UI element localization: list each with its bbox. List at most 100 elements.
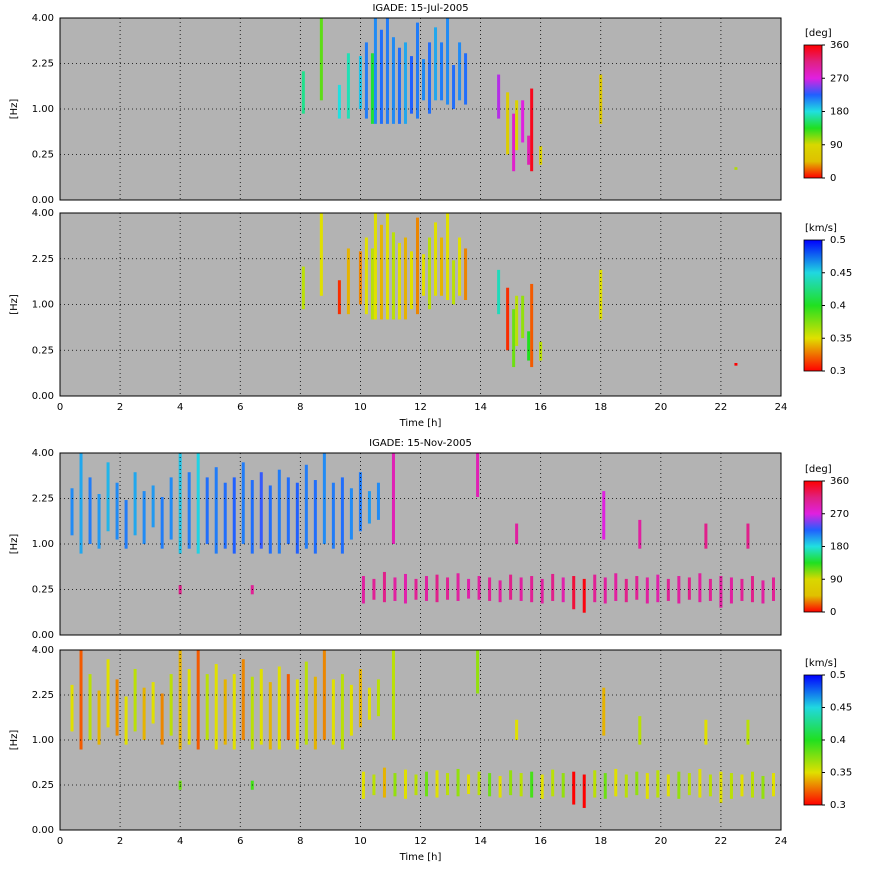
data-segment <box>624 578 628 603</box>
y-tick-label: 0.25 <box>32 345 54 356</box>
data-segment <box>476 453 480 497</box>
colorbar <box>803 239 823 372</box>
data-segment <box>196 453 200 554</box>
x-tick-label: 16 <box>534 402 547 413</box>
colorbar <box>803 480 823 613</box>
data-segment <box>464 248 468 301</box>
data-segment <box>521 100 525 143</box>
x-tick-label: 4 <box>177 836 183 847</box>
data-segment <box>391 453 395 544</box>
colorbar-tick-label: 0.4 <box>830 301 846 312</box>
data-segment <box>178 453 182 554</box>
data-segment <box>698 768 702 798</box>
x-tick-label: 24 <box>775 836 788 847</box>
data-segment <box>313 480 317 554</box>
colorbar-tick-label: 0.35 <box>830 333 852 344</box>
data-segment <box>452 260 456 305</box>
data-segment <box>638 716 642 745</box>
data-segment <box>286 477 290 544</box>
data-segment <box>70 488 74 536</box>
data-segment <box>346 53 350 119</box>
data-segment <box>364 42 368 119</box>
data-segment <box>498 580 502 603</box>
x-axis-label: Time [h] <box>399 418 442 429</box>
y-axis-label: [Hz] <box>9 730 20 751</box>
colorbar-label: [km/s] <box>805 223 837 234</box>
data-segment <box>88 477 92 544</box>
y-tick-label: 4.00 <box>32 448 54 459</box>
data-segment <box>142 687 146 740</box>
x-tick-label: 18 <box>594 402 607 413</box>
data-segment <box>393 577 397 601</box>
data-segment <box>614 573 618 601</box>
data-segment <box>232 674 236 750</box>
data-segment <box>178 650 182 750</box>
data-segment <box>79 453 83 554</box>
data-segment <box>214 467 218 554</box>
data-segment <box>151 485 155 528</box>
x-tick-label: 24 <box>775 402 788 413</box>
data-segment <box>498 776 502 798</box>
data-segment <box>409 56 413 114</box>
data-segment <box>593 770 597 798</box>
data-segment <box>259 472 263 549</box>
x-axis-label: Time [h] <box>399 852 442 863</box>
data-segment <box>515 523 519 544</box>
x-tick-label: 2 <box>117 836 123 847</box>
data-segment <box>603 773 607 799</box>
data-segment <box>301 266 305 310</box>
data-segment <box>446 18 450 105</box>
data-segment <box>425 576 429 601</box>
data-segment <box>376 482 380 520</box>
data-segment <box>512 309 516 368</box>
data-segment <box>319 18 323 101</box>
data-segment <box>79 650 83 750</box>
colorbar-tick-label: 360 <box>830 476 849 487</box>
data-segment <box>497 269 501 315</box>
data-segment <box>241 659 245 740</box>
data-segment <box>319 213 323 296</box>
y-tick-label: 1.00 <box>32 104 54 115</box>
data-segment <box>340 477 344 554</box>
data-segment <box>593 574 597 603</box>
data-segment <box>477 771 481 796</box>
data-segment <box>456 768 460 797</box>
data-segment <box>761 776 765 799</box>
y-tick-label: 2.25 <box>32 59 54 70</box>
colorbar-tick-label: 0.35 <box>830 768 852 779</box>
data-segment <box>446 773 450 796</box>
data-segment <box>734 167 738 170</box>
data-segment <box>187 472 191 549</box>
data-segment <box>519 773 523 797</box>
data-segment <box>645 577 649 604</box>
data-segment <box>530 283 534 368</box>
x-tick-label: 22 <box>715 402 728 413</box>
data-segment <box>677 771 681 799</box>
x-tick-label: 14 <box>474 402 487 413</box>
x-tick-label: 0 <box>57 402 63 413</box>
x-tick-label: 14 <box>474 836 487 847</box>
colorbar-tick-label: 0.45 <box>830 703 852 714</box>
y-tick-label: 0.25 <box>32 780 54 791</box>
data-segment <box>515 719 519 740</box>
data-segment <box>635 771 639 796</box>
y-tick-label: 4.00 <box>32 208 54 219</box>
data-segment <box>708 578 712 601</box>
data-segment <box>422 254 426 296</box>
data-segment <box>115 482 119 540</box>
data-segment <box>304 464 308 549</box>
data-segment <box>370 248 374 320</box>
data-segment <box>391 232 395 320</box>
data-segment <box>599 269 603 320</box>
data-segment <box>458 42 462 101</box>
chart-title: IGADE: 15-Jul-2005 <box>372 3 468 14</box>
data-segment <box>223 482 227 549</box>
x-tick-label: 6 <box>237 402 243 413</box>
data-segment <box>425 771 429 797</box>
data-segment <box>666 578 670 601</box>
data-segment <box>599 74 603 124</box>
data-segment <box>403 769 407 799</box>
data-segment <box>656 574 660 603</box>
data-segment <box>645 773 649 799</box>
